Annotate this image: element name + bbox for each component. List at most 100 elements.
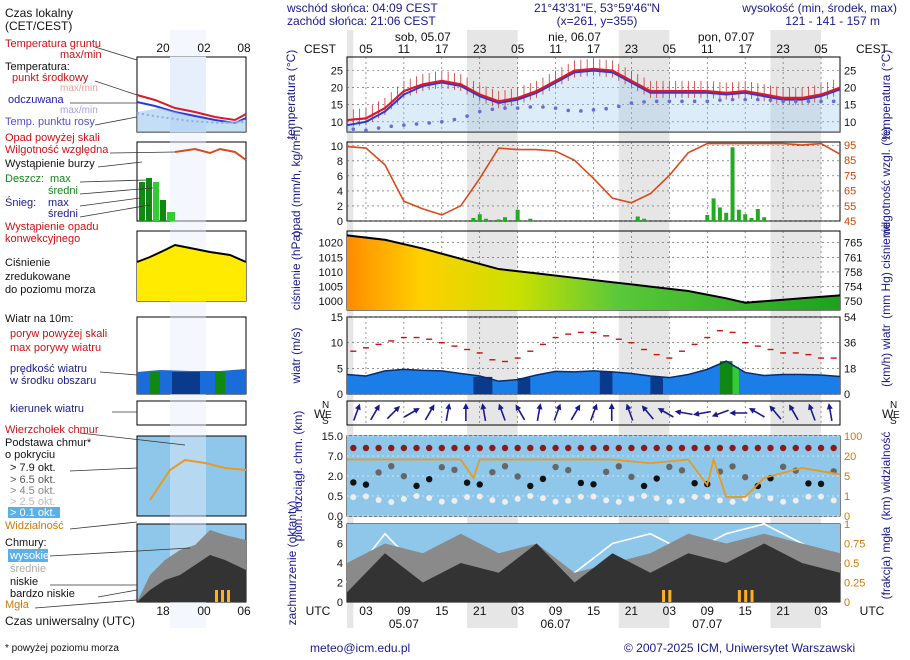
- legend-connector: [94, 116, 138, 126]
- precip-bar: [730, 147, 735, 221]
- cloud-base-dot: [615, 498, 622, 505]
- pressure-line: [346, 234, 841, 304]
- local-hour-3: 08: [237, 41, 251, 55]
- night-band: [347, 30, 354, 628]
- footer: meteo@icm.edu.pl © 2007-2025 ICM, Uniwer…: [310, 641, 855, 655]
- utc-tick-label: 03: [511, 604, 525, 618]
- cloud-top-dot: [476, 444, 483, 452]
- wind-speed-label-2: w środku obszaru: [9, 375, 96, 387]
- legend-fog-bar: [215, 590, 218, 602]
- cloud-top-dot: [489, 444, 496, 452]
- dew-point-dot: [477, 109, 482, 114]
- cloud-base-dot: [539, 475, 547, 483]
- local-tick-label: 05: [511, 42, 525, 56]
- cloud-base-dot: [577, 479, 585, 487]
- dew-point-dot: [831, 99, 836, 104]
- dew-point-dot: [793, 99, 798, 104]
- legend-temp-curve: [136, 94, 247, 122]
- y-tick-label: 0.5: [328, 491, 343, 503]
- cloud-base-dot: [350, 479, 357, 486]
- cloud-base-dot: [413, 493, 420, 500]
- dew-point-dot: [440, 119, 444, 124]
- dew-point-dot: [756, 97, 760, 102]
- legend-visibility-curve: [149, 458, 247, 501]
- day-bottom-label: 07.07: [692, 617, 722, 631]
- utc-hour-1: 18: [156, 604, 170, 618]
- legend-low-cloud: [137, 555, 246, 602]
- dew-point-dot: [629, 101, 634, 105]
- dew-point-dot: [389, 124, 394, 129]
- cloud-base-dot: [388, 498, 395, 505]
- wind-arrow: [352, 403, 361, 421]
- rain-mid: średni: [48, 185, 78, 197]
- cloud-base-dot: [590, 481, 597, 488]
- cloud-top-dot: [691, 444, 698, 452]
- gust-above-label: poryw powyżej skali: [10, 328, 107, 340]
- cloud-top-dot: [577, 444, 585, 452]
- email-link[interactable]: meteo@icm.edu.pl: [310, 641, 410, 655]
- wind-arrow: [808, 403, 816, 421]
- cloud-base-dot: [602, 468, 610, 476]
- cloud-base-dot: [451, 497, 458, 504]
- precip-bar: [724, 212, 729, 221]
- dew-point-dot: [604, 106, 608, 111]
- cloud-top-dot: [817, 444, 825, 452]
- y-tick-label: 0.5: [844, 558, 859, 570]
- utc-tick-label: 21: [776, 604, 790, 618]
- wind-arrow-head: [657, 408, 665, 414]
- y-tick-label: 0: [844, 511, 850, 523]
- cloud-base-dot: [514, 473, 521, 480]
- utc-tick-label: 03: [663, 604, 677, 618]
- temp-ylabel-right: temperatura (°C): [879, 50, 893, 140]
- wind-arrow-head: [480, 403, 487, 410]
- day-bottom-label: 06.07: [541, 617, 571, 631]
- temp-ylabel: temperatura (°C): [284, 50, 298, 140]
- snow-label: Śnieg:: [5, 196, 36, 209]
- y-tick-label: 758: [844, 267, 862, 279]
- cloud-base-dot: [780, 498, 787, 505]
- day-top-label: nie, 06.07: [548, 30, 601, 44]
- okt3-label: > 4.5 okt.: [10, 485, 56, 497]
- cloud-base-dot: [603, 497, 610, 504]
- wind-arrow-head: [355, 403, 361, 411]
- cloud-top-dot: [754, 444, 762, 452]
- cloud-base-dot: [388, 462, 395, 470]
- wind-arrow-head: [574, 404, 581, 412]
- wind-arrow: [789, 404, 799, 421]
- cloud-top-dot: [704, 444, 711, 452]
- local-hour-1: 20: [156, 41, 170, 55]
- compass-e: E: [325, 410, 332, 421]
- local-tick-label: 23: [625, 42, 639, 56]
- utc-tick-label: 15: [587, 604, 601, 618]
- cloud-base-dot: [678, 467, 686, 474]
- footnote: * powyżej poziomu morza: [5, 643, 119, 654]
- wind-arrow-head: [641, 405, 648, 412]
- legend-cloudbase-frame: [136, 435, 247, 517]
- dew-point-dot: [452, 117, 457, 122]
- cloud-base-dot: [653, 475, 660, 482]
- cloud-base-dot: [615, 463, 622, 470]
- midpoint-temp-line: [346, 67, 841, 122]
- cloud-base-label-1: Podstawa chmur*: [5, 437, 92, 449]
- legend: Czas lokalny (CET/CEST) 20 02 08 Tempera…: [5, 6, 251, 654]
- rain-max: max: [50, 173, 71, 185]
- precip-above-label: Opad powyżej skali: [5, 132, 100, 144]
- legend-connector: [99, 371, 138, 376]
- visibility-line: [347, 456, 841, 498]
- dew-point-dot: [692, 99, 697, 104]
- cloud-top-dot: [425, 444, 433, 452]
- wind-arrow: [570, 404, 581, 421]
- y-tick-label: 15.0: [322, 431, 343, 443]
- legend-connector: [109, 151, 176, 154]
- pressure-label-3: do poziomu morza: [5, 284, 96, 296]
- cloud-base-dot: [666, 463, 673, 471]
- wind-arrow-head: [625, 403, 632, 411]
- local-axis-label: CEST: [304, 42, 337, 56]
- utc-hour-3: 06: [237, 604, 251, 618]
- y-tick-label: 1010: [319, 267, 343, 279]
- legend-rain-bar: [139, 182, 145, 221]
- wind-strip: [719, 361, 733, 394]
- legend-connector: [69, 467, 138, 472]
- y-tick-label: 1: [844, 491, 850, 503]
- y-tick-label: 20: [844, 83, 856, 95]
